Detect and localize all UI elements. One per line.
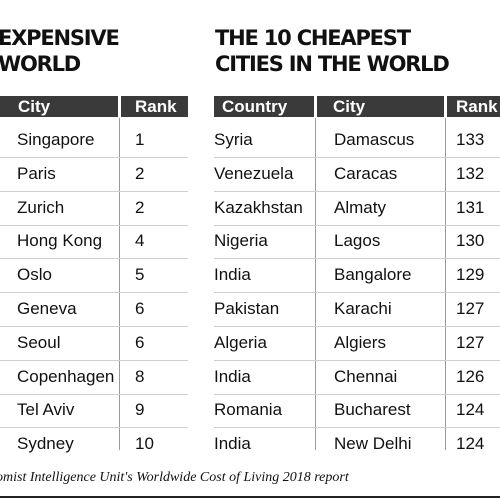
cheapest-cell-country: Algeria xyxy=(214,332,267,352)
cheapest-cell-city: Bucharest xyxy=(334,400,411,420)
cheapest-cell-rank: 127 xyxy=(456,332,485,352)
cheapest-row-divider xyxy=(214,393,500,395)
cheapest-cell-city: New Delhi xyxy=(334,434,412,454)
expensive-cell-city: Tel Aviv xyxy=(17,400,75,420)
expensive-row-divider xyxy=(0,427,188,429)
expensive-heading-line-1: EXPENSIVE xyxy=(0,26,120,50)
cheapest-cell-country: India xyxy=(214,265,251,285)
expensive-cell-rank: 9 xyxy=(135,400,145,420)
cheapest-cell-country: Romania xyxy=(214,400,283,420)
expensive-row-divider xyxy=(0,258,188,260)
cheapest-cell-country: Pakistan xyxy=(214,299,280,318)
expensive-cell-rank: 10 xyxy=(135,434,154,454)
cheapest-cell-city: Bangalore xyxy=(334,265,412,285)
expensive-cell-city: Sydney xyxy=(17,434,74,454)
cheapest-column-divider xyxy=(315,118,316,450)
cheapest-cell-rank: 133 xyxy=(456,130,485,149)
cheapest-cell-country: Kazakhstan xyxy=(214,197,303,217)
cheapest-cell-country: India xyxy=(214,434,251,454)
expensive-cell-city: Oslo xyxy=(17,265,52,285)
cheapest-cell-city: Damascus xyxy=(334,130,415,149)
cheapest-cell-rank: 126 xyxy=(456,366,485,386)
cheapest-row-divider xyxy=(214,292,500,294)
cheapest-cell-city: Chennai xyxy=(334,366,398,386)
cheapest-cell-city: Karachi xyxy=(334,299,392,318)
expensive-row-divider xyxy=(0,224,188,226)
expensive-cell-city: Paris xyxy=(17,163,56,183)
cheapest-cell-country: Venezuela xyxy=(214,163,294,183)
cheapest-heading-line-1: THE 10 CHEAPEST xyxy=(215,26,411,50)
expensive-column-divider xyxy=(119,118,120,450)
cheapest-row-divider xyxy=(214,157,500,158)
cheapest-row-divider xyxy=(214,359,500,361)
expensive-cell-city: Copenhagen xyxy=(17,366,115,386)
cheapest-column-divider xyxy=(445,118,446,450)
expensive-cell-rank: 1 xyxy=(135,130,145,149)
cheapest-cell-country: India xyxy=(214,366,251,386)
cheapest-cell-rank: 131 xyxy=(456,197,485,217)
expensive-cell-rank: 4 xyxy=(135,231,145,251)
cheapest-cell-rank: 127 xyxy=(456,299,485,318)
expensive-header-rank: Rank xyxy=(121,96,188,117)
cheapest-cell-rank: 124 xyxy=(456,434,485,454)
source-footnote: omist Intelligence Unit's Worldwide Cost… xyxy=(0,470,349,485)
cheapest-cell-city: Lagos xyxy=(334,231,381,251)
cheapest-cell-rank: 132 xyxy=(456,163,485,183)
expensive-cell-rank: 5 xyxy=(135,265,145,285)
expensive-cell-rank: 8 xyxy=(135,366,145,386)
expensive-cell-city: Geneva xyxy=(17,299,77,318)
cheapest-cell-rank: 130 xyxy=(456,231,485,251)
cheapest-cell-city: Caracas xyxy=(334,163,398,183)
expensive-row-divider xyxy=(0,190,188,192)
cheapest-row-divider xyxy=(214,326,500,327)
expensive-cell-city: Singapore xyxy=(17,130,95,149)
expensive-cell-rank: 2 xyxy=(135,163,145,183)
expensive-heading-line-2: WORLD xyxy=(0,52,81,76)
expensive-row-divider xyxy=(0,326,188,327)
cheapest-header-city: City xyxy=(317,96,444,117)
expensive-cell-rank: 2 xyxy=(135,197,145,217)
cheapest-cell-city: Almaty xyxy=(334,197,386,217)
cheapest-heading: THE 10 CHEAPEST CITIES IN THE WORLD xyxy=(215,25,450,77)
cheapest-row-divider xyxy=(214,258,500,260)
cheapest-cell-rank: 124 xyxy=(456,400,485,420)
expensive-cell-city: Hong Kong xyxy=(17,231,103,251)
expensive-row-divider xyxy=(0,359,188,361)
cheapest-heading-line-2: CITIES IN THE WORLD xyxy=(215,52,450,76)
expensive-row-divider xyxy=(0,393,188,395)
cheapest-row-divider xyxy=(214,190,500,192)
expensive-row-divider xyxy=(0,292,188,294)
expensive-header-city: City xyxy=(0,96,118,117)
expensive-heading: EXPENSIVE WORLD xyxy=(0,25,120,77)
bottom-rule xyxy=(0,496,500,498)
cheapest-row-divider xyxy=(214,224,500,226)
cheapest-cell-country: Nigeria xyxy=(214,231,268,251)
expensive-cell-rank: 6 xyxy=(135,332,145,352)
cheapest-row-divider xyxy=(214,427,500,429)
cheapest-cell-rank: 129 xyxy=(456,265,485,285)
cheapest-header-rank: Rank xyxy=(447,96,500,117)
expensive-row-divider xyxy=(0,157,188,158)
cheapest-cell-city: Algiers xyxy=(334,332,386,352)
cheapest-header-country: Country xyxy=(214,96,314,117)
expensive-cell-city: Zurich xyxy=(17,197,65,217)
cheapest-cell-country: Syria xyxy=(214,130,253,149)
expensive-cell-rank: 6 xyxy=(135,299,145,318)
expensive-cell-city: Seoul xyxy=(17,332,61,352)
